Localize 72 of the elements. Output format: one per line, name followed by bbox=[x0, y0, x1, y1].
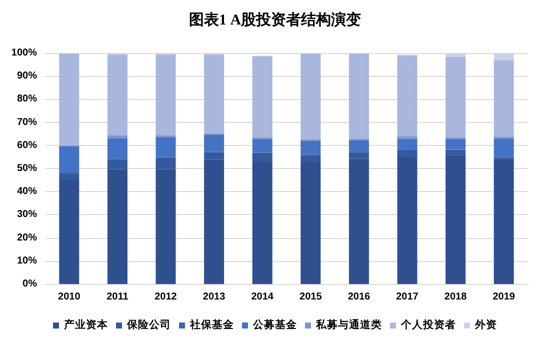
x-tick-label: 2015 bbox=[300, 292, 322, 302]
x-tick-label: 2016 bbox=[348, 292, 371, 302]
bar bbox=[59, 180, 80, 284]
bar bbox=[204, 54, 224, 134]
bar bbox=[252, 138, 272, 152]
bar bbox=[59, 54, 80, 146]
bar bbox=[494, 60, 514, 137]
bar bbox=[397, 138, 418, 150]
bar bbox=[300, 155, 321, 162]
bar bbox=[107, 54, 128, 136]
bar bbox=[204, 159, 224, 284]
y-tick-label: 30% bbox=[16, 209, 38, 220]
bar bbox=[300, 54, 321, 140]
y-tick-label: 60% bbox=[16, 140, 38, 151]
bar bbox=[107, 169, 128, 284]
legend-label: 个人投资者 bbox=[400, 318, 456, 331]
bar bbox=[156, 169, 176, 284]
y-tick-label: 90% bbox=[16, 70, 38, 82]
y-tick-label: 20% bbox=[16, 232, 38, 244]
x-tick-label: 2019 bbox=[492, 292, 516, 302]
y-tick-label: 50% bbox=[16, 163, 38, 174]
bar bbox=[252, 56, 272, 138]
bar bbox=[156, 137, 176, 157]
x-tick-label: 2017 bbox=[396, 292, 419, 302]
bar bbox=[446, 56, 466, 138]
bar bbox=[107, 135, 128, 138]
bar bbox=[107, 159, 128, 170]
y-tick-label: 70% bbox=[16, 116, 38, 128]
bar bbox=[446, 138, 466, 150]
legend-label: 社保基金 bbox=[189, 318, 235, 331]
bar bbox=[446, 155, 466, 284]
bar bbox=[494, 53, 514, 60]
bar bbox=[348, 140, 369, 152]
bar bbox=[156, 158, 176, 170]
legend-label: 公募基金 bbox=[252, 318, 298, 331]
bar bbox=[204, 152, 224, 160]
bar bbox=[494, 158, 514, 284]
bar bbox=[59, 173, 80, 180]
legend-label: 外资 bbox=[474, 318, 497, 331]
bar bbox=[252, 162, 272, 284]
chart-title: 图表1 A股投资者结构演变 bbox=[188, 10, 362, 28]
bar bbox=[397, 150, 418, 157]
bar bbox=[446, 53, 466, 57]
legend-label: 保险公司 bbox=[126, 318, 171, 331]
x-tick-label: 2014 bbox=[251, 292, 274, 302]
bar bbox=[107, 138, 128, 158]
x-tick-label: 2010 bbox=[58, 292, 81, 302]
bar bbox=[252, 152, 272, 162]
bar bbox=[397, 156, 418, 284]
bar bbox=[204, 135, 224, 152]
x-tick-label: 2013 bbox=[202, 292, 226, 302]
bar bbox=[348, 54, 369, 139]
bar bbox=[156, 54, 176, 136]
y-tick-label: 10% bbox=[16, 255, 38, 266]
bar bbox=[397, 55, 418, 136]
bar bbox=[59, 146, 80, 172]
x-tick-label: 2018 bbox=[444, 292, 468, 302]
bar bbox=[300, 162, 321, 284]
y-tick-label: 100% bbox=[11, 48, 38, 58]
y-tick-label: 80% bbox=[16, 94, 38, 105]
x-tick-label: 2011 bbox=[106, 292, 129, 302]
bar bbox=[397, 136, 418, 139]
y-tick-label: 0% bbox=[22, 278, 38, 290]
bar bbox=[446, 150, 466, 156]
legend-label: 产业资本 bbox=[63, 318, 109, 331]
bar bbox=[494, 138, 514, 157]
bar bbox=[348, 158, 369, 284]
x-tick-label: 2012 bbox=[154, 292, 178, 302]
y-tick-label: 40% bbox=[16, 186, 38, 198]
bar bbox=[300, 141, 321, 154]
legend-label: 私募与通道类 bbox=[315, 318, 382, 331]
bar bbox=[348, 152, 369, 159]
